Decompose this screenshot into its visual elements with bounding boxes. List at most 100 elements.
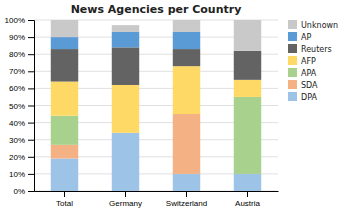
bar-segment xyxy=(112,133,139,191)
bar-segment xyxy=(112,25,139,32)
tick-label: 50% xyxy=(9,102,25,111)
tick: 100% xyxy=(5,16,34,25)
bar-segment xyxy=(173,20,200,32)
tick-label: 30% xyxy=(9,136,25,145)
tick: Austria xyxy=(235,191,260,208)
bar-segment xyxy=(234,174,261,191)
series xyxy=(51,97,261,174)
bar-segment xyxy=(173,114,200,174)
legend-item: APA xyxy=(288,68,317,78)
tick: 10% xyxy=(9,170,34,179)
tick-label: 40% xyxy=(9,119,25,128)
tick-mark xyxy=(125,191,126,197)
axis-line xyxy=(28,21,35,192)
tick-mark xyxy=(28,174,34,175)
series xyxy=(51,133,261,191)
legend-label: SDA xyxy=(301,81,318,90)
bar-segment xyxy=(234,97,261,174)
tick: 30% xyxy=(9,136,34,145)
bar-segment xyxy=(51,145,78,159)
tick-mark xyxy=(28,54,34,55)
tick-label: 0% xyxy=(13,187,25,196)
tick-mark xyxy=(186,191,187,197)
bar-segment xyxy=(112,32,139,47)
grid xyxy=(34,20,278,191)
bar-segment xyxy=(112,47,139,85)
axis-line xyxy=(35,191,279,192)
bar-segment xyxy=(173,49,200,66)
tick: 20% xyxy=(9,153,34,162)
bars xyxy=(51,20,261,191)
tick-label: 70% xyxy=(9,67,25,76)
bar-segment xyxy=(51,159,78,191)
x-axis: Total Germany Switzerland Austria xyxy=(35,191,279,208)
tick-label: Switzerland xyxy=(166,199,207,208)
legend-label: APA xyxy=(301,69,317,78)
tick-mark xyxy=(28,88,34,89)
bar-segment xyxy=(173,66,200,114)
legend-label: AFP xyxy=(301,57,316,66)
bar-segment xyxy=(234,20,261,51)
legend-swatch xyxy=(288,32,297,41)
tick-mark xyxy=(28,123,34,124)
tick-mark xyxy=(28,140,34,141)
tick: 90% xyxy=(9,33,34,42)
legend-item: AFP xyxy=(288,56,316,66)
bar-segment xyxy=(51,20,78,37)
tick-label: 10% xyxy=(9,170,25,179)
bar-segment xyxy=(51,116,78,145)
tick: Germany xyxy=(109,191,142,208)
legend-label: DPA xyxy=(301,93,317,102)
series xyxy=(51,47,261,85)
plot: 0% 10% 20% 30% 40% 50% 60% 70% 80% 90% 100% Total Ge… xyxy=(5,16,279,208)
tick: 70% xyxy=(9,67,34,76)
tick: 60% xyxy=(9,84,34,93)
tick-label: 60% xyxy=(9,84,25,93)
series xyxy=(51,20,261,51)
tick-mark xyxy=(28,157,34,158)
bar-segment xyxy=(51,49,78,81)
legend: Unknown AP Reuters AFP APA SDA DPA xyxy=(288,20,338,102)
bar-segment xyxy=(112,85,139,133)
legend-item: DPA xyxy=(288,92,317,102)
tick: 50% xyxy=(9,102,34,111)
tick-mark xyxy=(28,37,34,38)
legend-swatch xyxy=(288,92,297,101)
chart: 0% 10% 20% 30% 40% 50% 60% 70% 80% 90% 100% Total Ge… xyxy=(0,0,350,211)
tick-mark xyxy=(64,191,65,197)
tick-mark xyxy=(28,71,34,72)
bar-segment xyxy=(173,32,200,49)
legend-item: Unknown xyxy=(288,20,338,30)
y-axis: 0% 10% 20% 30% 40% 50% 60% 70% 80% 90% 100% xyxy=(5,16,35,196)
tick-mark xyxy=(28,191,34,192)
legend-item: AP xyxy=(288,32,311,42)
legend-swatch xyxy=(288,44,297,53)
bar-segment xyxy=(234,80,261,97)
bar-segment xyxy=(51,37,78,49)
tick-label: 20% xyxy=(9,153,25,162)
tick: Switzerland xyxy=(166,191,207,208)
tick-label: 100% xyxy=(5,16,25,25)
tick: 0% xyxy=(13,187,34,196)
tick-mark xyxy=(28,20,34,21)
legend-item: Reuters xyxy=(288,44,332,54)
tick-label: Germany xyxy=(109,199,142,208)
tick-label: Austria xyxy=(235,199,260,208)
tick: Total xyxy=(56,191,73,208)
series xyxy=(51,66,261,133)
legend-swatch xyxy=(288,80,297,89)
tick-label: Total xyxy=(56,199,73,208)
title: News Agencies per Country xyxy=(71,3,242,16)
legend-label: AP xyxy=(301,33,311,42)
bar-segment xyxy=(51,82,78,116)
tick-label: 90% xyxy=(9,33,25,42)
bar-segment xyxy=(234,51,261,80)
legend-swatch xyxy=(288,68,297,77)
legend-swatch xyxy=(288,20,297,29)
tick-mark xyxy=(28,106,34,107)
tick: 80% xyxy=(9,50,34,59)
tick: 40% xyxy=(9,119,34,128)
tick-label: 80% xyxy=(9,50,25,59)
legend-label: Reuters xyxy=(301,45,332,54)
legend-swatch xyxy=(288,56,297,65)
